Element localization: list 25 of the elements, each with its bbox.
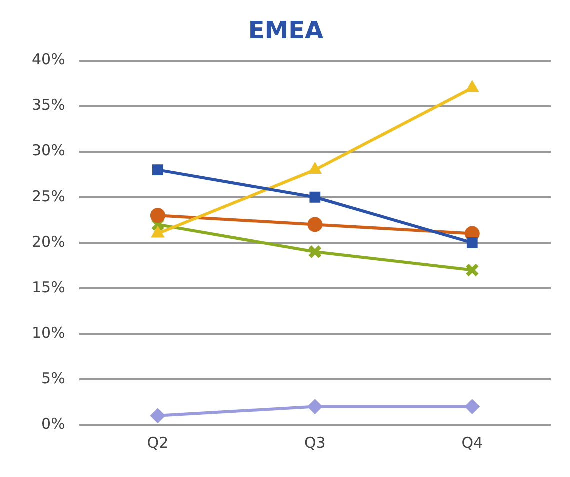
x-tick-label: Q4 bbox=[462, 434, 484, 452]
y-tick-label: 20% bbox=[32, 232, 66, 251]
point bbox=[466, 237, 478, 248]
point bbox=[150, 208, 166, 224]
y-tick-label: 5% bbox=[42, 369, 66, 388]
y-tick-label: 30% bbox=[32, 142, 66, 160]
x-tick-label: Q3 bbox=[304, 434, 326, 452]
chart-title: EMEA bbox=[248, 16, 324, 45]
point bbox=[308, 245, 322, 259]
y-tick-label: 25% bbox=[32, 187, 66, 206]
point bbox=[150, 408, 166, 424]
point bbox=[465, 263, 480, 278]
y-tick-label: 35% bbox=[32, 96, 66, 114]
point bbox=[308, 217, 323, 232]
point bbox=[152, 164, 164, 176]
point bbox=[310, 192, 321, 203]
point bbox=[308, 162, 322, 174]
y-tick-label: 40% bbox=[32, 50, 66, 69]
y-tick-label: 15% bbox=[32, 278, 66, 296]
point bbox=[308, 399, 323, 414]
point bbox=[464, 399, 480, 414]
point bbox=[466, 80, 479, 92]
y-tick-label: 10% bbox=[32, 324, 66, 342]
x-tick-label: Q2 bbox=[147, 434, 169, 452]
y-tick-label: 0% bbox=[42, 414, 66, 433]
